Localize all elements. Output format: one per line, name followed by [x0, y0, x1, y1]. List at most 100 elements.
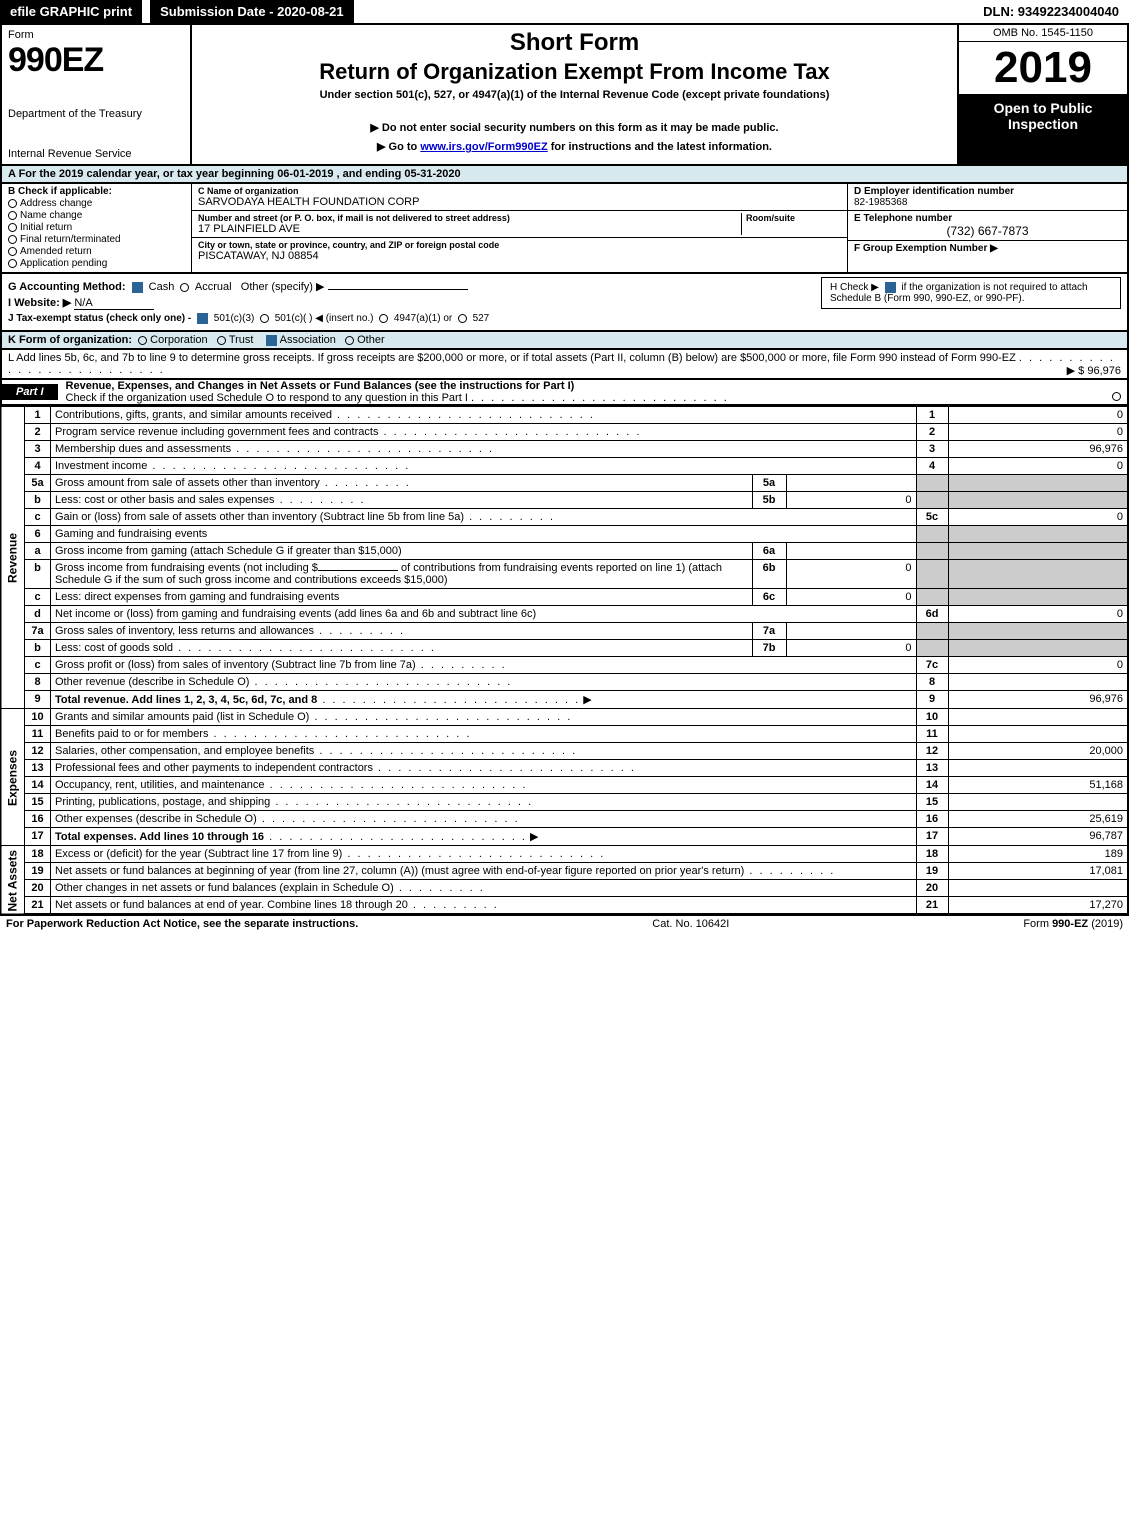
row-13: 13 Professional fees and other payments … — [1, 760, 1128, 777]
header-left: Form 990EZ Department of the Treasury In… — [2, 25, 192, 164]
row-11: 11 Benefits paid to or for members 11 — [1, 726, 1128, 743]
line-21-desc: Net assets or fund balances at end of ye… — [55, 899, 408, 911]
form-header: Form 990EZ Department of the Treasury In… — [0, 25, 1129, 166]
form-table: Revenue 1 Contributions, gifts, grants, … — [0, 406, 1129, 915]
line-20-amt — [948, 880, 1128, 897]
row-6a: a Gross income from gaming (attach Sched… — [1, 543, 1128, 560]
part1-schedule-o-check[interactable] — [1112, 392, 1121, 401]
row-8: 8 Other revenue (describe in Schedule O)… — [1, 674, 1128, 691]
revenue-vert-label: Revenue — [1, 407, 25, 709]
line-3-desc: Membership dues and assessments — [55, 443, 231, 455]
line-13-amt — [948, 760, 1128, 777]
k-assoc-check[interactable] — [266, 335, 277, 346]
j-527-check[interactable] — [458, 314, 467, 323]
line-6a-subval — [786, 543, 916, 560]
line-15-desc: Printing, publications, postage, and shi… — [55, 796, 270, 808]
row-5b: b Less: cost or other basis and sales ex… — [1, 492, 1128, 509]
group-exemption-cell: F Group Exemption Number ▶ — [848, 241, 1127, 272]
entity-block: B Check if applicable: Address change Na… — [0, 184, 1129, 274]
meta-block: H Check ▶ if the organization is not req… — [0, 274, 1129, 332]
row-15: 15 Printing, publications, postage, and … — [1, 794, 1128, 811]
j-501c-check[interactable] — [260, 314, 269, 323]
paperwork-notice: For Paperwork Reduction Act Notice, see … — [6, 918, 358, 930]
part1-header: Part I Revenue, Expenses, and Changes in… — [2, 380, 1127, 404]
line-11-amt — [948, 726, 1128, 743]
website-value: N/A — [74, 297, 154, 310]
chk-initial-return[interactable]: Initial return — [8, 222, 185, 233]
row-6c: c Less: direct expenses from gaming and … — [1, 589, 1128, 606]
chk-application-pending[interactable]: Application pending — [8, 258, 185, 269]
org-name-row: C Name of organization SARVODAYA HEALTH … — [192, 184, 847, 211]
line-2-desc: Program service revenue including govern… — [55, 426, 378, 438]
line-5c-desc: Gain or (loss) from sale of assets other… — [55, 511, 464, 523]
line-11-desc: Benefits paid to or for members — [55, 728, 208, 740]
row-1: Revenue 1 Contributions, gifts, grants, … — [1, 407, 1128, 424]
chk-amended-return[interactable]: Amended return — [8, 246, 185, 257]
netassets-vert-label: Net Assets — [1, 846, 25, 915]
row-2: 2 Program service revenue including gove… — [1, 424, 1128, 441]
h-checkbox[interactable] — [885, 282, 896, 293]
d-label: D Employer identification number — [854, 186, 1121, 197]
k-trust-check[interactable] — [217, 336, 226, 345]
b-label: B Check if applicable: — [8, 186, 185, 197]
street-address: 17 PLAINFIELD AVE — [198, 223, 741, 235]
line-6-desc: Gaming and fundraising events — [51, 526, 917, 543]
irs-link[interactable]: www.irs.gov/Form990EZ — [420, 141, 547, 153]
line-20-desc: Other changes in net assets or fund bala… — [55, 882, 394, 894]
line-14-amt: 51,168 — [948, 777, 1128, 794]
city-state-zip: PISCATAWAY, NJ 08854 — [198, 250, 841, 262]
org-name: SARVODAYA HEALTH FOUNDATION CORP — [198, 196, 841, 208]
row-17: 17 Total expenses. Add lines 10 through … — [1, 828, 1128, 846]
j-501c3-check[interactable] — [197, 313, 208, 324]
dept-irs: Internal Revenue Service — [8, 148, 184, 160]
line-15-amt — [948, 794, 1128, 811]
short-form-title: Short Form — [200, 29, 949, 57]
g-accrual-check[interactable] — [180, 283, 189, 292]
phone-cell: E Telephone number (732) 667-7873 — [848, 211, 1127, 241]
line-5b-desc: Less: cost or other basis and sales expe… — [55, 494, 275, 506]
row-14: 14 Occupancy, rent, utilities, and maint… — [1, 777, 1128, 794]
chk-name-change[interactable]: Name change — [8, 210, 185, 221]
line-1-amt: 0 — [948, 407, 1128, 424]
k-assoc: Association — [280, 334, 336, 346]
e-label: E Telephone number — [854, 213, 1121, 224]
j-501c3: 501(c)(3) — [214, 313, 255, 324]
j-4947-check[interactable] — [379, 314, 388, 323]
line-6b-subval: 0 — [786, 560, 916, 589]
chk-address-change[interactable]: Address change — [8, 198, 185, 209]
omb-number: OMB No. 1545-1150 — [959, 25, 1127, 42]
line-6a-desc: Gross income from gaming (attach Schedul… — [55, 545, 402, 557]
page-footer: For Paperwork Reduction Act Notice, see … — [0, 915, 1129, 932]
line-9-amt: 96,976 — [948, 691, 1128, 709]
line-5b-subval: 0 — [786, 492, 916, 509]
line-14-desc: Occupancy, rent, utilities, and maintena… — [55, 779, 265, 791]
g-label: G Accounting Method: — [8, 281, 126, 293]
g-cash-check[interactable] — [132, 282, 143, 293]
row-6: 6 Gaming and fundraising events — [1, 526, 1128, 543]
phone-value: (732) 667-7873 — [854, 224, 1121, 238]
j-4947: 4947(a)(1) or — [394, 313, 452, 324]
k-corp-check[interactable] — [138, 336, 147, 345]
line-6b-desc-pre: Gross income from fundraising events (no… — [55, 562, 318, 574]
g-other-input[interactable] — [328, 289, 468, 290]
line-18-amt: 189 — [948, 846, 1128, 863]
line-4-desc: Investment income — [55, 460, 147, 472]
ein-value: 82-1985368 — [854, 197, 1121, 208]
efile-print-button[interactable]: efile GRAPHIC print — [0, 0, 142, 23]
line-6c-desc: Less: direct expenses from gaming and fu… — [55, 591, 339, 603]
k-label: K Form of organization: — [8, 334, 132, 346]
line-8-desc: Other revenue (describe in Schedule O) — [55, 676, 249, 688]
header-center: Short Form Return of Organization Exempt… — [192, 25, 957, 164]
entity-right: D Employer identification number 82-1985… — [847, 184, 1127, 272]
chk-final-return[interactable]: Final return/terminated — [8, 234, 185, 245]
line-6b-blank[interactable] — [318, 570, 398, 571]
line-16-desc: Other expenses (describe in Schedule O) — [55, 813, 257, 825]
expenses-vert-label: Expenses — [1, 709, 25, 846]
top-bar: efile GRAPHIC print Submission Date - 20… — [0, 0, 1129, 25]
line-9-desc: Total revenue. Add lines 1, 2, 3, 4, 5c,… — [55, 694, 317, 706]
row-9: 9 Total revenue. Add lines 1, 2, 3, 4, 5… — [1, 691, 1128, 709]
k-other-check[interactable] — [345, 336, 354, 345]
line-12-amt: 20,000 — [948, 743, 1128, 760]
header-right: OMB No. 1545-1150 2019 Open to Public In… — [957, 25, 1127, 164]
k-line: K Form of organization: Corporation Trus… — [0, 332, 1129, 350]
